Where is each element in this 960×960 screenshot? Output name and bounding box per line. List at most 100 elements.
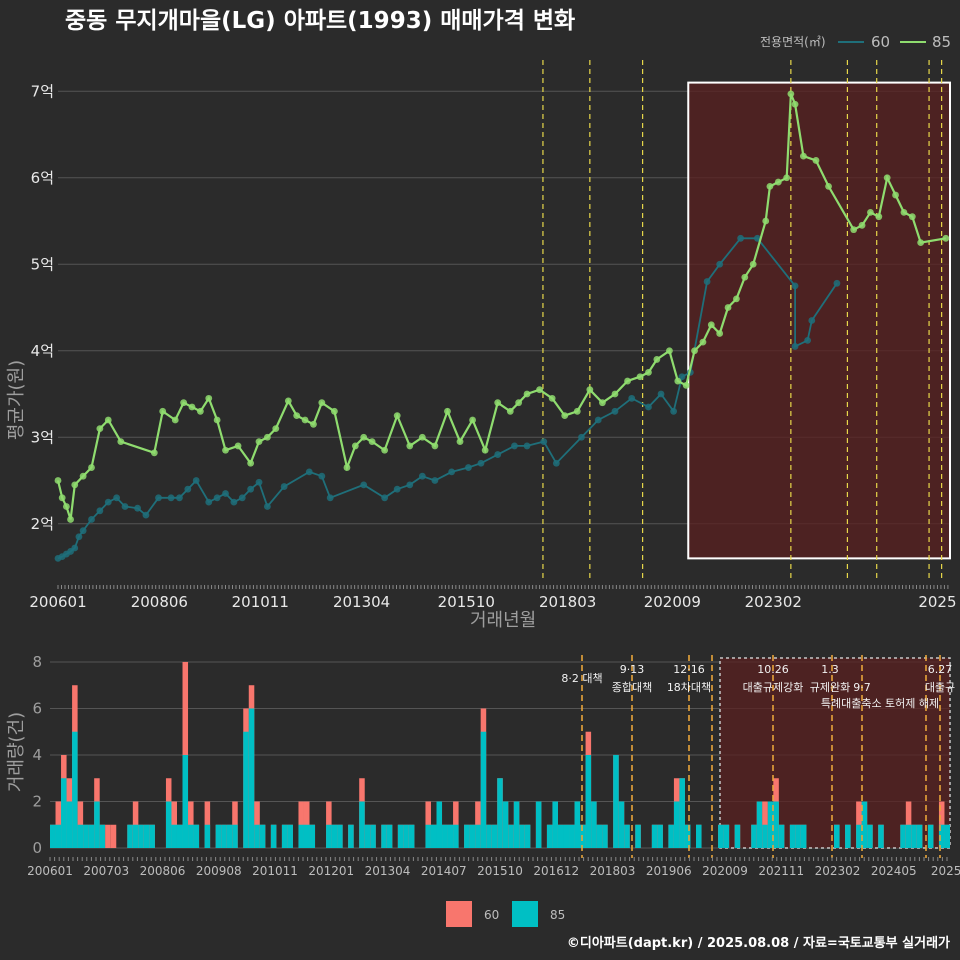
bar-85: [364, 824, 371, 848]
bar-85: [337, 824, 343, 848]
data-point-60: [540, 438, 548, 445]
data-point-85: [263, 433, 271, 441]
policy-annotation-date: 9·13: [620, 663, 645, 676]
data-point-85: [573, 407, 581, 415]
data-point-85: [196, 407, 204, 415]
data-point-85: [733, 295, 740, 303]
top-plot-series: [54, 90, 950, 562]
bar-85: [309, 824, 316, 848]
bar-85: [94, 801, 100, 848]
bar-85: [596, 824, 603, 848]
bar-60: [110, 824, 117, 848]
bar-85: [519, 824, 525, 848]
x-tick-label: 201510: [477, 864, 523, 878]
bottom-plot-bars: [50, 661, 950, 848]
data-point-85: [900, 208, 908, 216]
bar-60: [905, 801, 912, 848]
data-point-60: [657, 390, 665, 398]
data-point-85: [791, 100, 799, 108]
data-point-85: [431, 442, 439, 450]
data-point-60: [75, 533, 83, 541]
data-point-85: [54, 477, 62, 484]
data-point-85: [301, 416, 309, 424]
legend-bottom: 60 85: [446, 901, 565, 927]
data-point-85: [330, 407, 338, 415]
bar-85: [845, 824, 851, 848]
data-point-85: [351, 442, 359, 450]
data-point-60: [96, 507, 104, 515]
bar-85: [138, 824, 144, 848]
data-point-60: [703, 278, 711, 285]
bar-85: [535, 801, 542, 848]
data-point-60: [511, 442, 518, 450]
data-point-85: [611, 390, 619, 398]
x-tick-label: 20250: [931, 864, 960, 878]
bar-85: [281, 824, 288, 848]
bar-85: [408, 824, 415, 848]
bar-85: [370, 824, 376, 848]
bar-85: [651, 824, 658, 848]
bar-60: [425, 801, 431, 848]
data-point-85: [875, 213, 883, 221]
bar-60: [856, 801, 862, 848]
data-point-85: [762, 217, 770, 225]
x-tick-label: 200703: [83, 864, 129, 878]
bar-85: [585, 754, 592, 848]
bar-85: [591, 801, 597, 848]
bar-85: [524, 824, 531, 848]
data-point-85: [724, 304, 732, 311]
x-tick-label: 200601: [29, 593, 86, 611]
bar-85: [613, 754, 619, 848]
bar-85: [326, 824, 332, 848]
policy-annotation-date: 9·7: [853, 681, 871, 694]
y-tick-label: 6억: [31, 169, 54, 187]
bar-85: [773, 801, 779, 848]
bar-85: [425, 824, 431, 848]
bar-85: [800, 824, 807, 848]
data-point-85: [883, 174, 891, 182]
bar-85: [204, 824, 211, 848]
x-tick-label: 201803: [539, 593, 596, 611]
bar-60: [77, 801, 84, 848]
data-point-60: [523, 442, 531, 450]
bar-85: [430, 824, 437, 848]
x-tick-label: 200908: [196, 864, 242, 878]
data-point-85: [674, 377, 682, 385]
data-point-85: [205, 394, 213, 402]
data-point-60: [79, 527, 87, 535]
data-point-85: [645, 368, 652, 376]
bar-85: [756, 801, 763, 848]
data-point-85: [812, 157, 820, 164]
data-point-60: [431, 477, 439, 484]
policy-annotation-label: 규제완화: [810, 681, 850, 694]
bar-85: [143, 824, 150, 848]
bar-85: [657, 824, 663, 848]
bar-85: [927, 824, 934, 848]
data-point-60: [88, 516, 95, 523]
data-point-85: [67, 516, 74, 523]
bar-85: [348, 824, 354, 848]
data-point-85: [506, 407, 514, 415]
x-tick-label: 201612: [533, 864, 579, 878]
bar-85: [679, 778, 685, 848]
bar-85: [475, 824, 481, 848]
bar-85: [248, 708, 255, 848]
bar-85: [303, 824, 310, 848]
data-point-85: [523, 390, 531, 398]
legend-swatch-60: [446, 901, 472, 927]
data-point-85: [62, 503, 70, 510]
top-plot-axis: 2억 3억 4억 5억 6억 7억 200601 200806 201011 201304 2015…: [29, 82, 956, 611]
legend-title: 전용면적(㎡): [760, 35, 826, 49]
data-point-60: [230, 498, 238, 506]
data-point-85: [150, 449, 158, 457]
top-highlight-region: [687, 81, 952, 560]
bar-60: [232, 801, 238, 848]
x-tick-label: 201304: [333, 593, 390, 611]
data-point-60: [280, 483, 288, 490]
data-point-60: [494, 451, 502, 458]
data-point-85: [104, 416, 112, 424]
bar-85: [453, 824, 459, 848]
bar-85: [624, 824, 630, 848]
data-point-85: [850, 226, 858, 234]
